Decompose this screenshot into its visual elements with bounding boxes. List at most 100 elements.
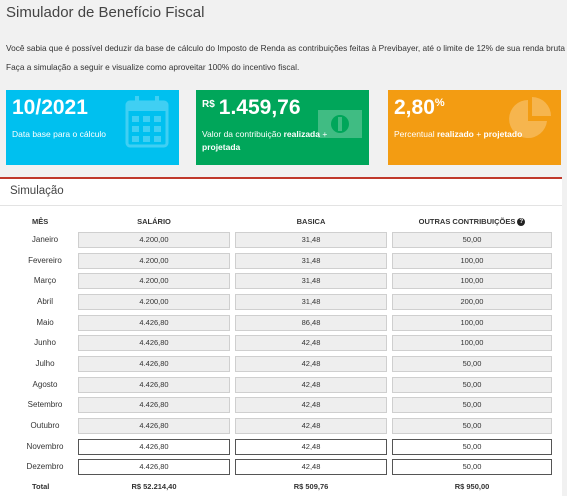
salary-input[interactable]: 4.200,00 xyxy=(78,252,230,269)
contribution-label: Valor da contribuição realizada + projet… xyxy=(202,128,352,154)
percent-value: 2,80% xyxy=(394,96,445,120)
table-row: Janeiro 4.200,00 31,48 50,00 xyxy=(0,232,562,248)
money-icon xyxy=(318,110,362,138)
header-salary: SALÁRIO xyxy=(137,217,171,226)
salary-input[interactable]: 4.200,00 xyxy=(78,273,230,290)
header-other: OUTRAS CONTRIBUIÇÕES? xyxy=(392,217,552,227)
salary-input[interactable]: 4.426,80 xyxy=(78,397,230,414)
other-contribution-input[interactable]: 50,00 xyxy=(392,397,552,414)
other-contribution-input[interactable]: 50,00 xyxy=(392,355,552,372)
month-label: Julho xyxy=(35,358,55,368)
salary-input[interactable]: 4.426,80 xyxy=(78,438,230,455)
other-contribution-input[interactable]: 50,00 xyxy=(392,438,552,455)
page-title: Simulador de Benefício Fiscal xyxy=(6,4,205,21)
salary-input[interactable]: 4.426,80 xyxy=(78,314,230,331)
other-contribution-input[interactable]: 50,00 xyxy=(392,232,552,248)
basic-input[interactable]: 86,48 xyxy=(235,314,387,331)
basic-input[interactable]: 42,48 xyxy=(235,355,387,372)
month-label: Agosto xyxy=(32,379,58,389)
percent-amount: 2,80 xyxy=(394,96,435,119)
basic-input[interactable]: 42,48 xyxy=(235,376,387,393)
contribution-label-mid: + xyxy=(320,129,327,139)
basic-input[interactable]: 31,48 xyxy=(235,273,387,290)
total-basic: R$ 509,76 xyxy=(293,482,329,491)
header-month: MÊS xyxy=(32,217,49,226)
table-row: Outubro 4.426,80 42,48 50,00 xyxy=(0,417,562,434)
salary-input[interactable]: 4.200,00 xyxy=(78,293,230,310)
help-icon[interactable]: ? xyxy=(517,218,526,227)
percent-label-mid: + xyxy=(473,129,484,139)
calendar-icon xyxy=(125,96,169,148)
month-label: Maio xyxy=(36,317,54,327)
other-contribution-input[interactable]: 50,00 xyxy=(392,459,552,476)
month-label: Setembro xyxy=(27,400,63,410)
basic-input[interactable]: 42,48 xyxy=(235,459,387,476)
intro-text-2: Faça a simulação a seguir e visualize co… xyxy=(6,62,300,72)
month-label: Dezembro xyxy=(26,462,64,472)
intro-text: Você sabia que é possível deduzir da bas… xyxy=(6,43,567,53)
currency-label: R$ xyxy=(202,99,215,110)
table-row: Fevereiro 4.200,00 31,48 100,00 xyxy=(0,252,562,269)
table-row: Novembro 4.426,80 42,48 50,00 xyxy=(0,438,562,455)
total-label: Total xyxy=(32,482,50,491)
month-label: Outubro xyxy=(30,420,60,430)
basic-input[interactable]: 31,48 xyxy=(235,293,387,310)
salary-input[interactable]: 4.426,80 xyxy=(78,459,230,476)
header-other-label: OUTRAS CONTRIBUIÇÕES xyxy=(418,217,516,226)
percent-unit: % xyxy=(434,97,445,109)
other-contribution-input[interactable]: 200,00 xyxy=(392,293,552,310)
table-row: Setembro 4.426,80 42,48 50,00 xyxy=(0,397,562,414)
date-value: 10/2021 xyxy=(12,96,88,119)
percent-label-bold2: projetado xyxy=(483,129,523,139)
total-salary: R$ 52.214,40 xyxy=(131,482,177,491)
date-label: Data base para o cálculo xyxy=(12,129,107,139)
pie-chart-icon xyxy=(509,97,551,138)
salary-input[interactable]: 4.426,80 xyxy=(78,417,230,434)
basic-input[interactable]: 31,48 xyxy=(235,232,387,248)
date-info-box: 10/2021 Data base para o cálculo xyxy=(6,90,179,165)
salary-input[interactable]: 4.200,00 xyxy=(78,232,230,248)
salary-input[interactable]: 4.426,80 xyxy=(78,355,230,372)
month-label: Fevereiro xyxy=(28,255,62,265)
percent-label-pre: Percentual xyxy=(394,129,437,139)
table-row: Maio 4.426,80 86,48 100,00 xyxy=(0,314,562,331)
table-row: Agosto 4.426,80 42,48 50,00 xyxy=(0,376,562,393)
month-label: Março xyxy=(33,276,57,286)
other-contribution-input[interactable]: 50,00 xyxy=(392,376,552,393)
contribution-info-box: R$ 1.459,76 Valor da contribuição realiza… xyxy=(196,90,369,165)
basic-input[interactable]: 42,48 xyxy=(235,335,387,352)
table-row: Junho 4.426,80 42,48 100,00 xyxy=(0,335,562,352)
basic-input[interactable]: 42,48 xyxy=(235,397,387,414)
header-basic: BASICA xyxy=(296,217,326,226)
month-label: Novembro xyxy=(26,441,64,451)
table-row: Março 4.200,00 31,48 100,00 xyxy=(0,273,562,290)
contribution-label-bold1: realizada xyxy=(283,129,320,139)
simulation-title: Simulação xyxy=(10,185,64,197)
other-contribution-input[interactable]: 100,00 xyxy=(392,252,552,269)
percent-label-bold1: realizado xyxy=(437,129,474,139)
total-other: R$ 950,00 xyxy=(454,482,490,491)
other-contribution-input[interactable]: 100,00 xyxy=(392,314,552,331)
basic-input[interactable]: 42,48 xyxy=(235,417,387,434)
contribution-amount: 1.459,76 xyxy=(218,96,301,119)
month-label: Janeiro xyxy=(31,235,59,244)
percent-label: Percentual realizado + projetado xyxy=(394,128,544,141)
month-label: Junho xyxy=(34,338,56,348)
other-contribution-input[interactable]: 100,00 xyxy=(392,335,552,352)
table-row: Julho 4.426,80 42,48 50,00 xyxy=(0,355,562,372)
percent-info-box: 2,80% Percentual realizado + projetado xyxy=(388,90,561,165)
basic-input[interactable]: 31,48 xyxy=(235,252,387,269)
other-contribution-input[interactable]: 100,00 xyxy=(392,273,552,290)
total-row: Total R$ 52.214,40 R$ 509,76 R$ 950,00 xyxy=(0,482,562,496)
table-row: Dezembro 4.426,80 42,48 50,00 xyxy=(0,459,562,476)
contribution-label-pre: Valor da contribuição xyxy=(202,129,284,139)
table-row: Abril 4.200,00 31,48 200,00 xyxy=(0,293,562,310)
salary-input[interactable]: 4.426,80 xyxy=(78,335,230,352)
month-label: Abril xyxy=(36,296,53,306)
other-contribution-input[interactable]: 50,00 xyxy=(392,417,552,434)
basic-input[interactable]: 42,48 xyxy=(235,438,387,455)
simulation-panel: Simulação MÊS SALÁRIO BASICA OUTRAS CONT… xyxy=(0,177,562,496)
contribution-label-bold2: projetada xyxy=(202,142,241,152)
salary-input[interactable]: 4.426,80 xyxy=(78,376,230,393)
panel-divider xyxy=(0,205,562,206)
